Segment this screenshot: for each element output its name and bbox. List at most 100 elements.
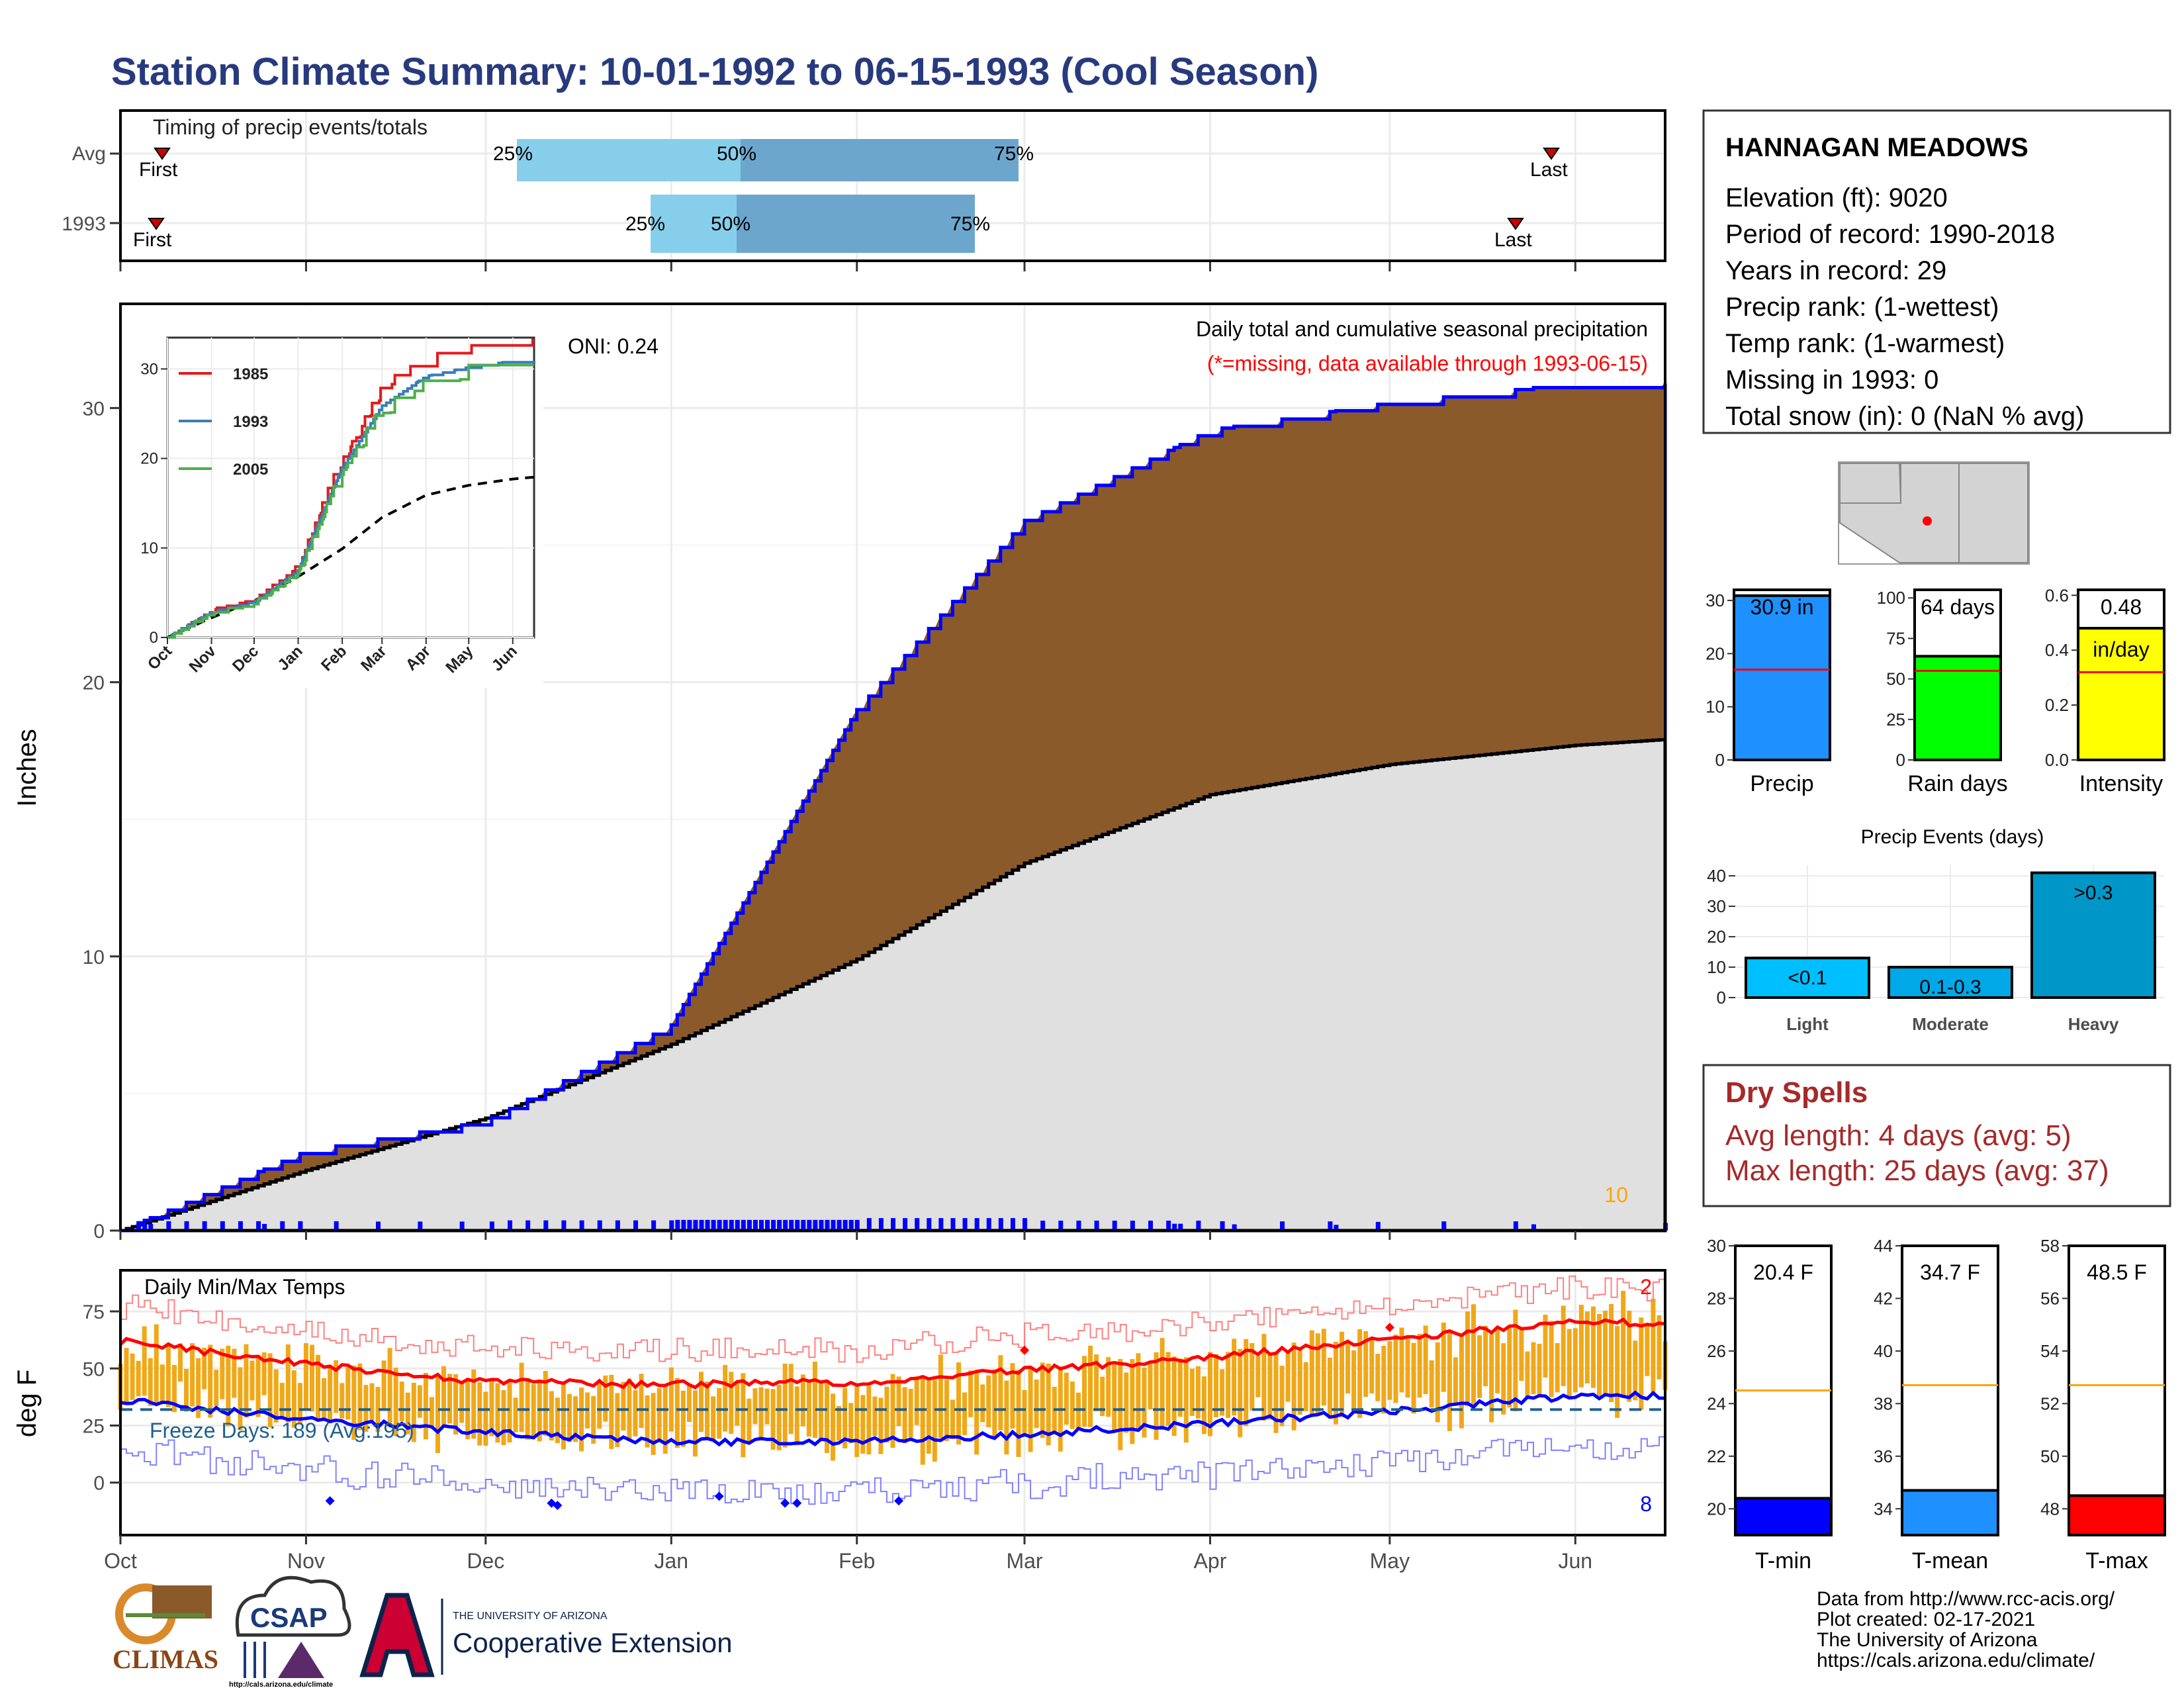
daily-temp-bar xyxy=(1633,1340,1638,1401)
daily-temp-bar xyxy=(261,1352,267,1395)
daily-temp-bar xyxy=(729,1372,734,1434)
precip-missing-note: (*=missing, data available through 1993-… xyxy=(1207,352,1648,375)
daily-temp-bar xyxy=(860,1395,866,1454)
1993-last-marker xyxy=(1507,218,1524,230)
daily-temp-bar xyxy=(1142,1367,1147,1438)
summary-y-tick-label: 50 xyxy=(1886,669,1905,689)
1993-last-label: Last xyxy=(1494,229,1532,251)
record-high-count: 2 xyxy=(1640,1275,1652,1299)
freeze-days-label: Freeze Days: 189 (Avg:195) xyxy=(150,1419,414,1442)
daily-precip-bar xyxy=(878,1218,884,1231)
daily-temp-bar xyxy=(1046,1363,1051,1446)
daily-temp-bar xyxy=(1584,1311,1590,1384)
daily-temp-bar xyxy=(1519,1327,1524,1382)
daily-temp-bar xyxy=(1088,1345,1093,1427)
daily-temp-bar xyxy=(1495,1327,1500,1393)
daily-temp-bar xyxy=(375,1387,381,1432)
daily-temp-bar xyxy=(645,1395,650,1448)
temp-summary-name: T-min xyxy=(1755,1548,1811,1573)
daily-precip-bar xyxy=(376,1221,381,1231)
daily-temp-bar xyxy=(244,1344,249,1418)
daily-temp-bar xyxy=(1603,1310,1608,1395)
inset-line-2005 xyxy=(167,363,534,639)
daily-temp-bar xyxy=(1118,1358,1123,1450)
daily-temp-bar xyxy=(1040,1362,1045,1438)
summary-y-tick-label: 0.2 xyxy=(2045,695,2069,715)
temp-summary-y-tick-label: 52 xyxy=(2040,1393,2060,1413)
temp-y-tick-label: 50 xyxy=(83,1358,105,1380)
daily-precip-bar xyxy=(741,1219,746,1231)
daily-temp-bar xyxy=(776,1384,782,1450)
temp-summary-y-tick-label: 26 xyxy=(1707,1341,1726,1361)
daily-temp-bar xyxy=(316,1354,321,1419)
daily-temp-bar xyxy=(674,1378,680,1448)
csap-logo-url: http://cals.arizona.edu/climate xyxy=(229,1681,333,1688)
daily-temp-bar xyxy=(531,1383,536,1438)
precip-y-tick-label: 0 xyxy=(93,1221,105,1243)
daily-precip-bar xyxy=(298,1221,303,1231)
daily-precip-bar xyxy=(831,1219,836,1231)
daily-temp-bar xyxy=(1596,1313,1602,1397)
daily-temp-bar xyxy=(1411,1342,1416,1414)
temp-summary-bar xyxy=(1901,1489,1999,1536)
footer-data-source: Data from http://www.rcc-acis.org/ xyxy=(1817,1588,2115,1610)
daily-temp-bar xyxy=(1525,1351,1530,1397)
daily-precip-bar xyxy=(842,1219,848,1231)
dry-spells-avg: Avg length: 4 days (avg: 5) xyxy=(1725,1119,2071,1152)
record-low-marker xyxy=(553,1501,563,1511)
daily-temp-bar xyxy=(1189,1368,1195,1416)
daily-temp-bar xyxy=(920,1376,925,1465)
daily-temp-bar xyxy=(1279,1366,1285,1427)
daily-temp-bar xyxy=(1267,1352,1273,1420)
daily-temp-bar xyxy=(992,1369,997,1436)
daily-temp-bar xyxy=(1148,1361,1153,1409)
temperature-panel: Daily Min/Max Temps Freeze Days: 189 (Av… xyxy=(13,1269,1668,1573)
daily-temp-bar xyxy=(1651,1298,1656,1393)
daily-temp-bar xyxy=(711,1396,716,1441)
daily-temp-bar xyxy=(741,1373,746,1458)
inset-y-tick-label: 10 xyxy=(140,539,158,557)
record-low-marker xyxy=(894,1496,904,1506)
daily-precip-bar xyxy=(615,1220,620,1231)
daily-precip-bar xyxy=(1220,1221,1225,1231)
temp-summary-y-tick-label: 24 xyxy=(1707,1393,1726,1413)
daily-temp-bar xyxy=(130,1353,135,1400)
daily-temp-bar xyxy=(340,1383,345,1419)
daily-precip-bar xyxy=(489,1221,494,1231)
events-y-tick-label: 20 xyxy=(1707,927,1726,947)
daily-temp-bar xyxy=(279,1382,285,1417)
daily-precip-bar xyxy=(771,1219,776,1231)
daily-precip-bar xyxy=(561,1220,567,1231)
daily-temp-bar xyxy=(573,1396,578,1442)
daily-temp-bar xyxy=(1483,1325,1488,1387)
daily-temp-bar xyxy=(842,1387,848,1449)
daily-temp-bar xyxy=(914,1376,919,1425)
daily-precip-bar xyxy=(903,1218,908,1231)
daily-temp-bar xyxy=(1285,1350,1291,1402)
daily-temp-bar xyxy=(1171,1356,1177,1436)
daily-precip-bar xyxy=(1334,1225,1339,1231)
daily-precip-bar xyxy=(669,1220,674,1231)
station-years: Years in record: 29 xyxy=(1725,256,1946,285)
daily-precip-bar xyxy=(1196,1220,1201,1231)
daily-temp-bar xyxy=(1201,1376,1206,1434)
daily-precip-bar xyxy=(854,1219,860,1231)
daily-temp-bar xyxy=(196,1358,201,1419)
daily-temp-bar xyxy=(322,1378,327,1421)
daily-temp-bar xyxy=(357,1363,363,1430)
daily-temp-bar xyxy=(680,1390,686,1447)
temp-summary-y-tick-label: 56 xyxy=(2040,1288,2060,1308)
summary-bar xyxy=(2077,627,2165,762)
record-low-count: 8 xyxy=(1640,1492,1652,1516)
daily-temp-bar xyxy=(1477,1335,1482,1398)
daily-precip-bar xyxy=(681,1219,686,1231)
daily-temp-bar xyxy=(770,1389,776,1450)
daily-precip-bar xyxy=(508,1220,513,1231)
daily-temp-bar xyxy=(1075,1392,1081,1430)
daily-precip-bar xyxy=(711,1219,716,1231)
temp-summary-y-tick-label: 50 xyxy=(2040,1446,2060,1466)
daily-temp-bar xyxy=(1572,1328,1578,1393)
daily-precip-bar xyxy=(1178,1223,1183,1231)
ua-small-text: THE UNIVERSITY OF ARIZONA xyxy=(453,1611,608,1622)
